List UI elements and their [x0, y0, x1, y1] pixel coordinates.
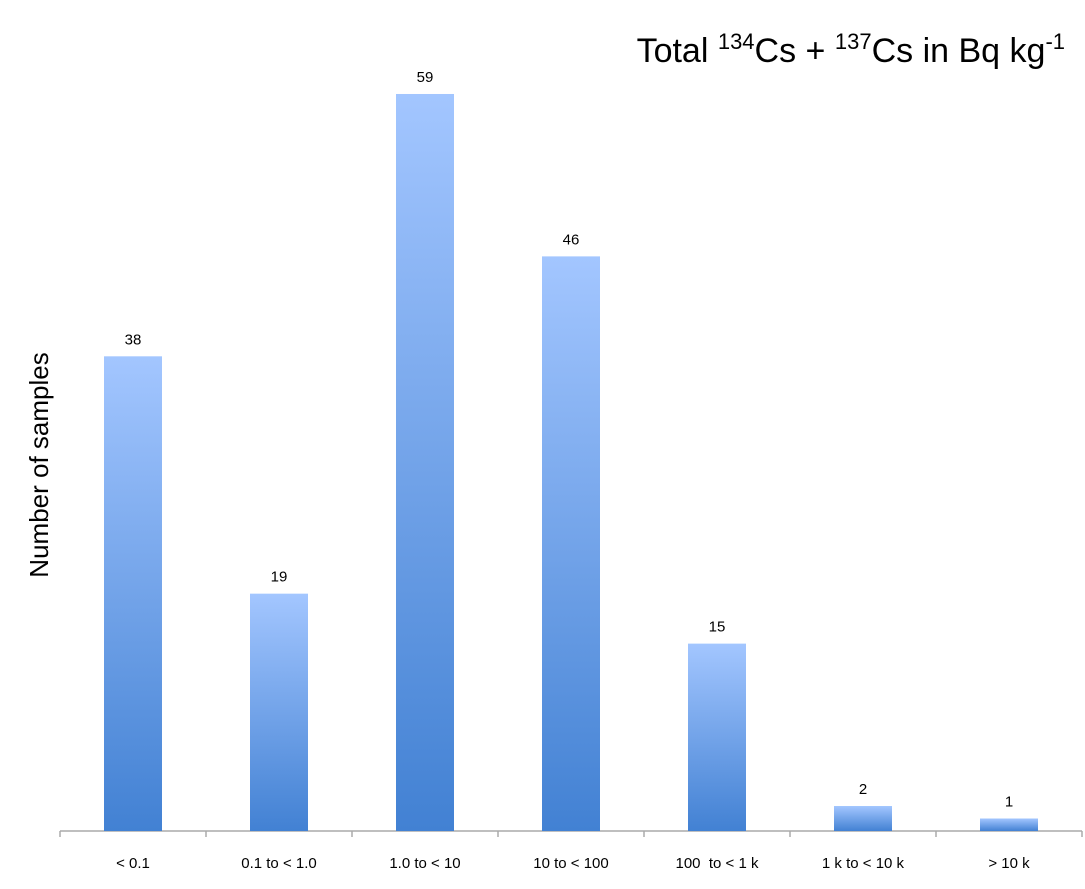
- bar: [542, 256, 600, 832]
- bar: [250, 593, 308, 831]
- x-tick-label: 1.0 to < 10: [389, 855, 460, 872]
- x-tick-label: > 10 k: [988, 855, 1030, 872]
- data-label: 15: [709, 619, 726, 636]
- x-tick-label: < 0.1: [116, 855, 150, 872]
- x-tick-label: 10 to < 100: [533, 855, 608, 872]
- bar: [980, 818, 1038, 831]
- bar: [834, 806, 892, 831]
- data-label: 46: [563, 231, 580, 248]
- bar: [396, 93, 454, 831]
- data-label: 19: [271, 569, 288, 586]
- data-label: 1: [1005, 794, 1013, 811]
- title-text: Cs +: [755, 32, 835, 70]
- title-superscript: 134: [718, 29, 755, 54]
- x-tick-label: 1 k to < 10 k: [822, 855, 905, 872]
- bar: [104, 356, 162, 831]
- x-tick-label: 0.1 to < 1.0: [241, 855, 316, 872]
- title-superscript: -1: [1045, 29, 1065, 54]
- x-tick-label: 100 to < 1 k: [676, 855, 759, 872]
- y-axis-label: Number of samples: [24, 352, 54, 577]
- bar: [688, 643, 746, 831]
- title-text: Cs in Bq kg: [872, 32, 1046, 70]
- data-label: 59: [417, 69, 434, 86]
- chart-title: Total 134Cs + 137Cs in Bq kg-1: [637, 29, 1065, 70]
- title-superscript: 137: [835, 29, 872, 54]
- title-text: Total: [637, 32, 718, 70]
- data-label: 38: [125, 331, 142, 348]
- data-label: 2: [859, 781, 867, 798]
